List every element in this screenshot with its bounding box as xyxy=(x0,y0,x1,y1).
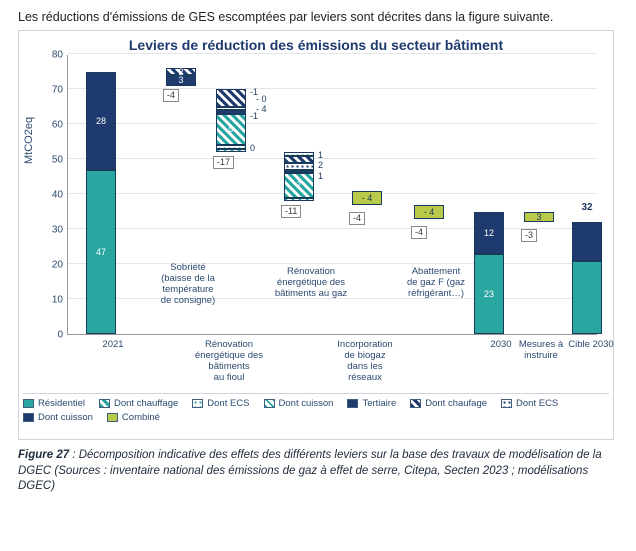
legend-item: Dont ECS xyxy=(501,398,558,409)
legend-label: Tertiaire xyxy=(362,398,396,409)
legend-swatch xyxy=(264,399,275,408)
legend-label: Résidentiel xyxy=(38,398,85,409)
y-tick: 30 xyxy=(52,225,63,236)
y-tick: 10 xyxy=(52,295,63,306)
legend-item: Dont chauffage xyxy=(99,398,178,409)
legend-swatch xyxy=(347,399,358,408)
bar-segment xyxy=(284,198,314,202)
y-tick: 20 xyxy=(52,260,63,271)
figure-caption: Figure 27 : Décomposition indicative des… xyxy=(18,448,618,495)
legend-label: Dont chauffage xyxy=(114,398,178,409)
bar-value: 3 xyxy=(524,212,554,222)
bar-segment xyxy=(572,261,602,335)
gridline xyxy=(68,123,597,124)
bar-segment xyxy=(284,170,314,174)
legend-swatch xyxy=(192,399,203,408)
legend: Résidentiel Dont chauffage Dont ECS Dont cu… xyxy=(23,393,609,423)
bar-segment xyxy=(216,110,246,114)
legend-swatch xyxy=(23,399,34,408)
legend-swatch xyxy=(107,413,118,422)
y-tick: 60 xyxy=(52,120,63,131)
y-tick: 80 xyxy=(52,50,63,61)
chart-title: Leviers de réduction des émissions du se… xyxy=(23,37,609,53)
y-tick: 40 xyxy=(52,190,63,201)
figure-caption-text: : Décomposition indicative des effets de… xyxy=(18,449,602,492)
y-tick: 0 xyxy=(57,330,63,341)
bar-value: - 4 xyxy=(414,207,444,217)
bar-value: 3 xyxy=(166,75,196,85)
side-value: 0 xyxy=(250,143,270,153)
bar-segment xyxy=(216,145,246,149)
delta-box: -17 xyxy=(213,156,234,169)
legend-item: Combiné xyxy=(107,412,160,423)
y-tick: 70 xyxy=(52,85,63,96)
delta-box: -4 xyxy=(411,226,427,239)
legend-swatch xyxy=(410,399,421,408)
legend-item: Dont chaufage xyxy=(410,398,487,409)
x-label: Incorporationde biogazdans lesréseaux xyxy=(330,339,400,383)
legend-item: Dont cuisson xyxy=(23,412,93,423)
intro-text: Les réductions d'émissions de GES escomp… xyxy=(18,10,618,24)
bar-value: 7 xyxy=(284,180,314,190)
bar-top-label: 32 xyxy=(574,202,600,213)
y-axis: 01020304050607080 xyxy=(39,55,67,335)
bar-value: 47 xyxy=(86,247,116,257)
legend-swatch xyxy=(501,399,512,408)
legend-label: Dont ECS xyxy=(207,398,249,409)
bar-value: 12 xyxy=(474,228,504,238)
legend-swatch xyxy=(23,413,34,422)
side-value: - 0 xyxy=(256,94,276,104)
bar-segment xyxy=(284,152,314,156)
bar-value: 23 xyxy=(474,289,504,299)
bar-value: 2 xyxy=(166,67,196,77)
bar-value: - 4 xyxy=(352,193,382,203)
delta-box: -11 xyxy=(281,205,301,218)
annotation: Abattementde gaz F (gazréfrigérant…) xyxy=(400,266,472,299)
plot-area: 4728202132-4Sobriété(baisse de latempéra… xyxy=(67,55,597,335)
legend-label: Dont cuisson xyxy=(38,412,93,423)
bar-segment xyxy=(284,156,314,163)
x-label: 2021 xyxy=(78,339,148,350)
x-label: Cible 2030 xyxy=(556,339,626,350)
legend-item: Dont ECS xyxy=(192,398,249,409)
delta-box: -3 xyxy=(521,229,537,242)
bar-segment xyxy=(284,163,314,170)
bar-value: 9 xyxy=(216,124,246,134)
gridline xyxy=(68,228,597,229)
bar-segment xyxy=(216,107,246,111)
legend-item: Dont cuisson xyxy=(264,398,334,409)
legend-label: Dont cuisson xyxy=(279,398,334,409)
legend-item: Tertiaire xyxy=(347,398,396,409)
gridline xyxy=(68,88,597,89)
bar-value: 28 xyxy=(86,116,116,126)
gridline xyxy=(68,53,597,54)
bar-segment xyxy=(216,89,246,107)
side-value: -1 xyxy=(250,111,270,121)
bar-segment xyxy=(216,149,246,153)
gridline xyxy=(68,193,597,194)
delta-box: -4 xyxy=(349,212,365,225)
legend-label: Dont ECS xyxy=(516,398,558,409)
side-value: 2 xyxy=(318,160,338,170)
bar-segment xyxy=(572,222,602,261)
gridline xyxy=(68,263,597,264)
delta-box: -4 xyxy=(163,89,179,102)
plot-wrap: MtCO2eq 01020304050607080 4728202132-4So… xyxy=(23,55,609,335)
side-value: 1 xyxy=(318,150,338,160)
y-axis-label: MtCO2eq xyxy=(23,55,39,335)
y-tick: 50 xyxy=(52,155,63,166)
legend-item: Résidentiel xyxy=(23,398,85,409)
x-label: Rénovationénergétique desbâtimentsau fio… xyxy=(194,339,264,383)
legend-label: Combiné xyxy=(122,412,160,423)
annotation: Sobriété(baisse de latempératurede consi… xyxy=(152,262,224,306)
annotation: Rénovationénergétique desbâtiments au ga… xyxy=(268,266,354,299)
figure-number: Figure 27 xyxy=(18,449,69,461)
legend-label: Dont chaufage xyxy=(425,398,487,409)
side-value: 1 xyxy=(318,171,338,181)
chart-container: Leviers de réduction des émissions du se… xyxy=(18,30,614,440)
legend-swatch xyxy=(99,399,110,408)
